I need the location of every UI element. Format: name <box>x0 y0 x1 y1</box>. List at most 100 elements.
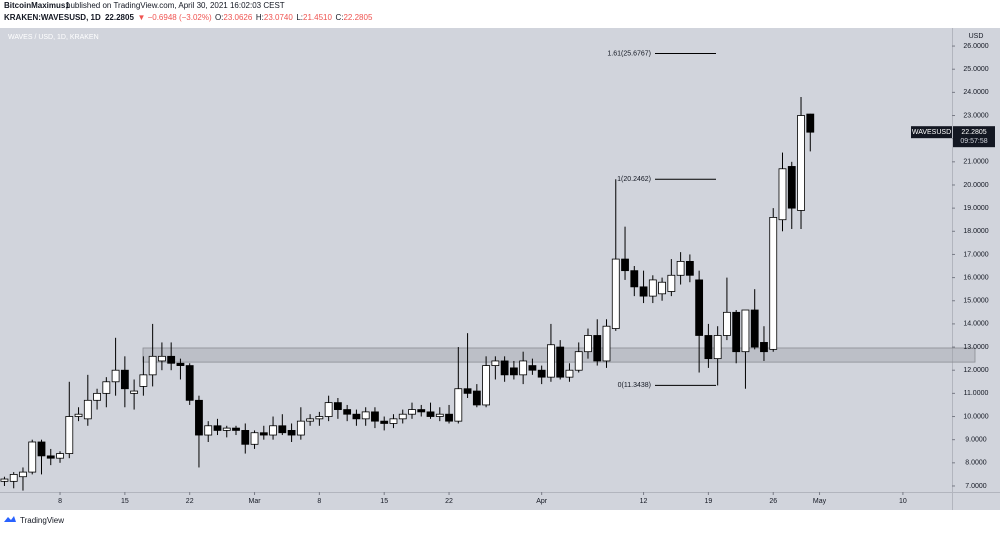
y-tick-label: 21.0000 <box>963 159 988 166</box>
y-tick-label: 23.0000 <box>963 112 988 119</box>
y-tick-label: 25.0000 <box>963 66 988 73</box>
y-tick-label: 8.0000 <box>965 460 987 467</box>
candle-body <box>797 115 805 211</box>
candle-body <box>93 392 101 401</box>
candle-body <box>380 420 389 424</box>
x-tick-label: 19 <box>704 498 712 505</box>
x-tick-label: 22 <box>186 498 194 505</box>
candle-body <box>648 279 657 297</box>
candle-body <box>676 260 685 276</box>
candle-body <box>732 311 741 353</box>
x-tick-label: May <box>813 498 827 505</box>
header-price: 22.2805 <box>105 13 134 22</box>
candle-body <box>37 441 46 457</box>
ohlc-value: 23.0626 <box>223 13 252 22</box>
candle-body <box>56 453 64 459</box>
candle-body <box>306 418 315 422</box>
y-tick-label: 7.0000 <box>965 483 987 490</box>
chart-title: WAVES / USD, 1D, KRAKEN <box>8 34 99 41</box>
ticker-tag-bg <box>911 126 952 139</box>
candle-body <box>769 216 778 350</box>
candle-body <box>352 413 361 420</box>
ohlc-key: L: <box>296 13 303 22</box>
candle-body <box>315 416 324 420</box>
ohlc-key: H: <box>256 13 264 22</box>
candle-body <box>472 390 481 406</box>
y-tick-label: 19.0000 <box>963 205 988 212</box>
brand: TradingView <box>20 516 64 525</box>
countdown: 09:57:58 <box>960 138 987 145</box>
candle-body <box>463 388 472 394</box>
y-tick-label: 16.0000 <box>963 274 988 281</box>
y-tick-label: 10.0000 <box>963 413 988 420</box>
ohlc-key: C: <box>335 13 343 22</box>
x-tick-label: 8 <box>58 498 62 505</box>
candle-body <box>102 381 111 394</box>
fib-label: 1.61(25.6767) <box>607 50 651 57</box>
candle-body <box>222 427 231 431</box>
candle-body <box>324 402 333 417</box>
candle-body <box>111 369 120 383</box>
price-tag: WAVESUSD 22.2805 09:57:58 <box>911 126 995 148</box>
y-tick-label: 14.0000 <box>963 321 988 328</box>
candle-body <box>65 416 74 454</box>
candle-body <box>28 441 37 473</box>
y-tick-label: 9.0000 <box>965 437 987 444</box>
x-tick-label: Mar <box>249 498 262 505</box>
candle-body <box>46 455 55 459</box>
last-price: 22.2805 <box>961 129 986 136</box>
y-tick-label: 24.0000 <box>963 89 988 96</box>
y-tick-label: 18.0000 <box>963 228 988 235</box>
candle-body <box>204 425 213 436</box>
candle-body <box>74 413 83 417</box>
header-change: ▼ −0.6948 (−3.02%) <box>137 13 212 22</box>
candle-body <box>621 258 629 272</box>
candle-body <box>537 369 546 378</box>
candle-body <box>213 425 222 431</box>
candle-body <box>500 360 509 376</box>
candle-body <box>426 411 435 417</box>
candle-body <box>259 432 268 436</box>
candle-body <box>195 399 203 436</box>
candle-body <box>760 342 768 353</box>
candle-body <box>787 166 796 209</box>
candle-body <box>278 425 287 434</box>
author: BitcoinMaximus1 <box>4 1 70 10</box>
candle-body <box>685 260 694 276</box>
published: published on TradingView.com, April 30, … <box>66 1 285 10</box>
candle-body <box>806 113 815 133</box>
candle-body <box>750 309 759 348</box>
candle-body <box>667 274 676 292</box>
candle-body <box>9 474 18 482</box>
candle-body <box>556 346 565 378</box>
candle-body <box>519 360 528 376</box>
candle-body <box>176 362 185 366</box>
fib-label: 0(11.3438) <box>618 382 651 389</box>
x-tick-label: 22 <box>445 498 453 505</box>
ohlc-value: 21.4510 <box>303 13 332 22</box>
candle-body <box>83 399 92 420</box>
candle-body <box>389 418 398 424</box>
axis-unit: USD <box>969 33 984 40</box>
candle-body <box>139 374 148 387</box>
candle-body <box>287 430 296 436</box>
candle-body <box>445 413 453 422</box>
header-quote: 22.2805 ▼ −0.6948 (−3.02%) O: 23.0626 H: 23.0… <box>105 13 373 22</box>
candle-body <box>723 311 731 336</box>
ticker-tag: WAVESUSD <box>912 129 951 136</box>
candle-body <box>250 432 259 445</box>
candle-body <box>565 369 574 378</box>
candle-body <box>547 344 555 378</box>
brand-logo: TradingView <box>4 516 64 525</box>
candle-body <box>371 411 379 422</box>
chart-background <box>0 28 1000 510</box>
candle-body <box>398 413 407 420</box>
candle-body <box>158 355 166 362</box>
ohlc-value: 22.2805 <box>343 13 372 22</box>
y-tick-label: 15.0000 <box>963 298 988 305</box>
y-tick-label: 13.0000 <box>963 344 988 351</box>
candle-body <box>167 355 176 364</box>
ohlc-value: 23.0740 <box>264 13 293 22</box>
candle-body <box>602 325 611 362</box>
